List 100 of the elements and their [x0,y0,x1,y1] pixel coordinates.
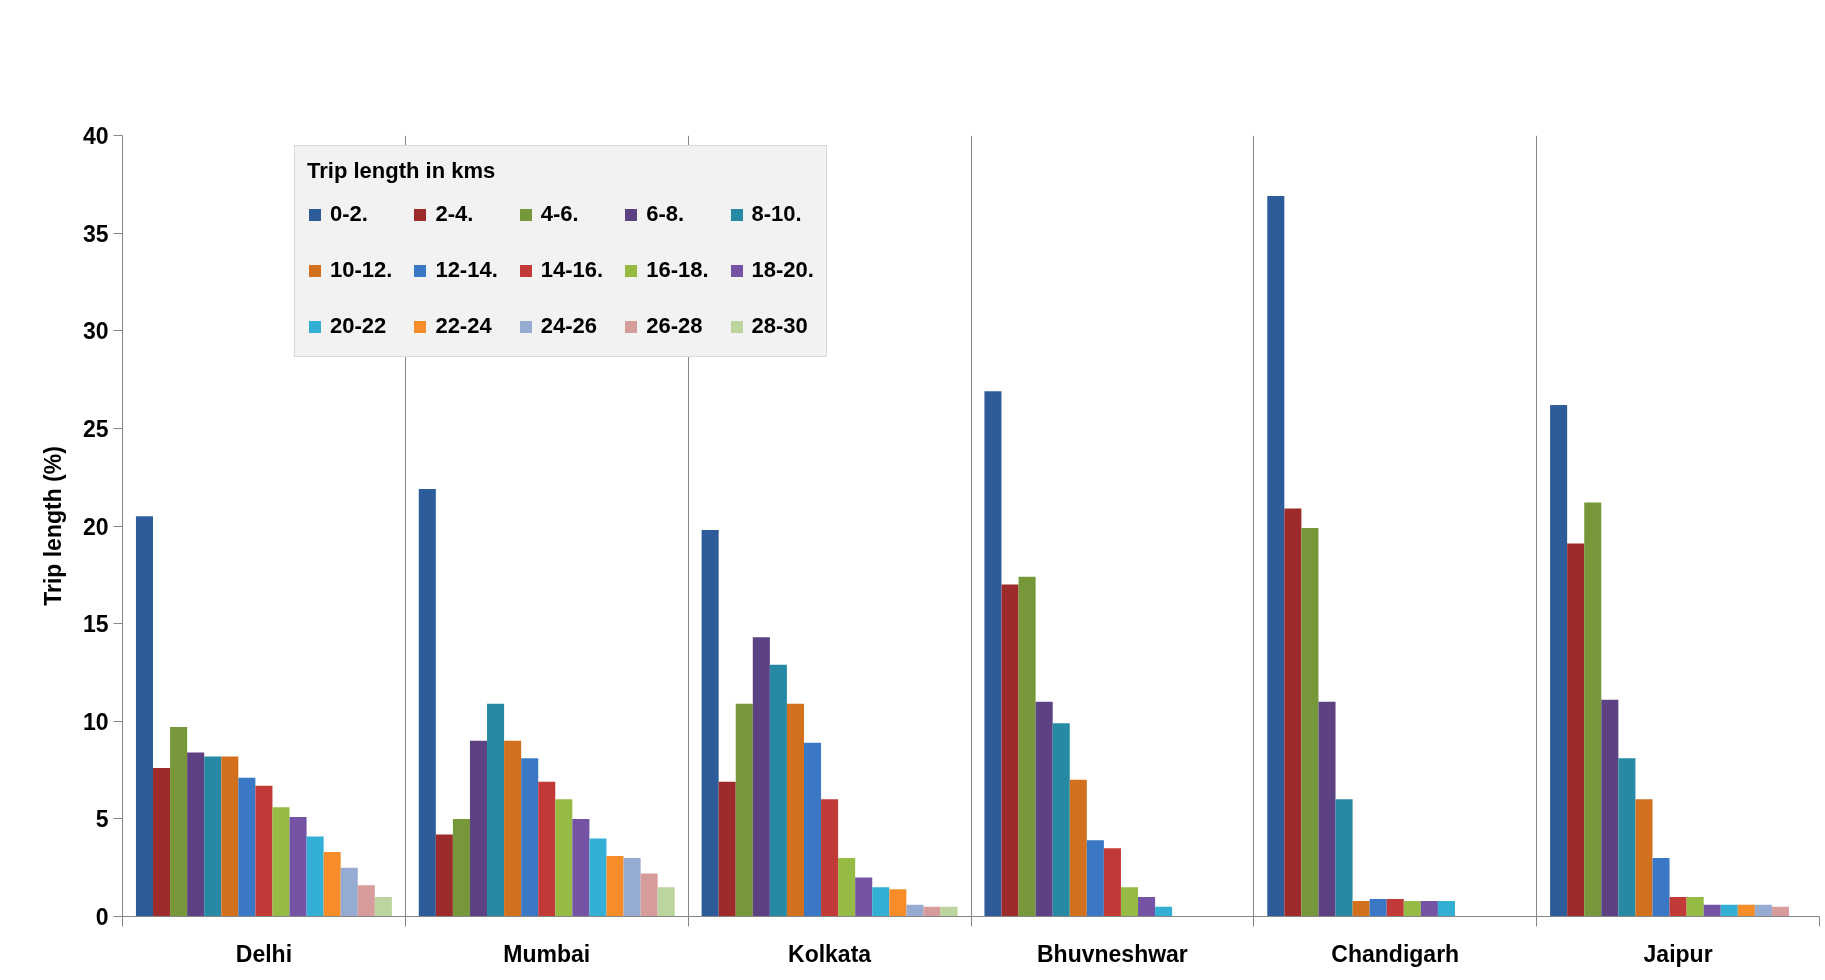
bar [1437,900,1455,917]
bar [357,885,375,917]
bar [1686,896,1704,917]
y-axis-title: Trip length (%) [39,446,66,606]
legend-label: 0-2. [330,200,368,228]
bar [135,516,153,917]
legend-label: 20-22 [330,312,387,340]
bar [452,818,470,917]
bar [906,904,924,917]
bar [606,855,624,917]
bar [1284,508,1302,917]
bar [786,703,804,917]
bar [1584,502,1602,917]
bar [1550,404,1568,917]
bar [340,867,358,917]
legend-title: Trip length in kms [307,158,497,184]
bar [1335,799,1353,917]
bar [555,799,573,917]
bar [1635,799,1653,917]
y-tick-label: 15 [82,611,109,638]
bar [435,834,453,917]
y-tick-label: 25 [82,415,109,442]
bar [718,781,736,917]
bar [1420,900,1438,917]
y-tick-label: 20 [82,513,109,540]
legend-label: 4-6. [540,200,579,228]
legend-label: 14-16. [540,256,604,284]
bar [572,818,590,917]
bar [923,906,941,917]
bar [1567,543,1585,917]
y-tick-label: 30 [82,318,109,345]
legend-label: 6-8. [646,200,685,228]
bar [1669,896,1687,917]
legend-label: 16-18. [646,256,709,284]
bar [821,799,839,917]
bar [521,758,539,917]
bar [1018,576,1036,917]
bar [418,488,436,917]
bar [221,756,239,917]
bar [272,807,290,917]
y-tick-label: 10 [82,708,109,735]
bar [1369,898,1387,917]
bar [1601,699,1619,917]
bar [255,785,273,917]
x-tick-label: Chandigarh [1331,940,1460,967]
bar [306,836,324,917]
legend-label: 28-30 [751,312,808,340]
bar [238,777,256,917]
bar [323,852,341,917]
legend-label: 24-26 [540,312,598,340]
bar [589,838,607,917]
bar [855,877,873,917]
bar [1318,701,1336,917]
bar [1138,896,1156,917]
x-tick-label: Delhi [235,940,293,967]
bar [940,906,958,917]
bar [1086,840,1104,917]
bar [984,391,1002,917]
x-tick-label: Jaipur [1643,940,1713,967]
bar [170,727,188,917]
legend-label: 2-4. [435,200,474,228]
bar [374,896,392,917]
bar [1155,906,1173,917]
bar [153,768,171,917]
x-tick-label: Kolkata [788,940,872,967]
bar [657,887,675,917]
bar [289,816,307,917]
bar [1386,898,1404,917]
bar [803,742,822,917]
legend-label: 10-12. [330,256,393,284]
bar [538,781,556,917]
bar [889,889,907,917]
bar [487,703,505,917]
y-tick-label: 40 [82,123,109,149]
bar [1267,196,1285,917]
bar [872,887,890,917]
bar [623,857,641,917]
bar [1301,527,1319,917]
bar [1052,723,1070,917]
bar [1035,701,1053,917]
bar [1069,779,1087,917]
bar [838,857,856,917]
bar [769,664,787,917]
y-tick-label: 35 [82,220,109,247]
legend-label: 22-24 [435,312,492,340]
bar [752,637,770,917]
bar [1618,758,1636,917]
bar [1737,904,1755,917]
bar [701,529,719,917]
bar [640,873,658,917]
legend-label: 12-14. [435,256,498,284]
x-tick-label: Bhuvneshwar [1037,940,1188,967]
bar [1771,906,1789,917]
legend-label: 26-28 [646,312,703,340]
bar [469,740,488,917]
legend-label: 8-10. [751,200,802,228]
bar [735,703,753,917]
bar [504,740,522,917]
y-tick-label: 5 [95,806,109,833]
bar [187,752,205,917]
